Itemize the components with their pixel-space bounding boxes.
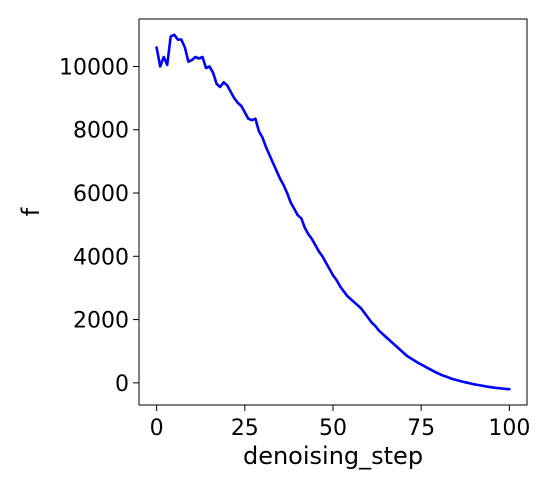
y-tick-label: 0 (115, 372, 129, 397)
series-line (155, 33, 511, 391)
series-layer (155, 33, 511, 391)
y-tick-label: 4000 (73, 245, 129, 270)
x-axis-label: denoising_step (243, 442, 423, 470)
x-tick-label: 25 (231, 416, 259, 441)
y-tick-label: 6000 (73, 182, 129, 207)
y-tick-label: 2000 (73, 309, 129, 334)
x-tick-label: 50 (319, 416, 347, 441)
x-tick-label: 100 (488, 416, 530, 441)
x-tick-label: 0 (150, 416, 164, 441)
y-tick-label: 8000 (73, 119, 129, 144)
y-axis-ticks: 0 2000 4000 6000 8000 10000 (59, 55, 139, 397)
plot-frame (138, 18, 528, 406)
y-tick-label: 10000 (59, 55, 129, 80)
x-tick-label: 75 (407, 416, 435, 441)
x-axis-ticks: 0 25 50 75 100 (150, 405, 530, 441)
y-axis-label: f (17, 207, 45, 216)
